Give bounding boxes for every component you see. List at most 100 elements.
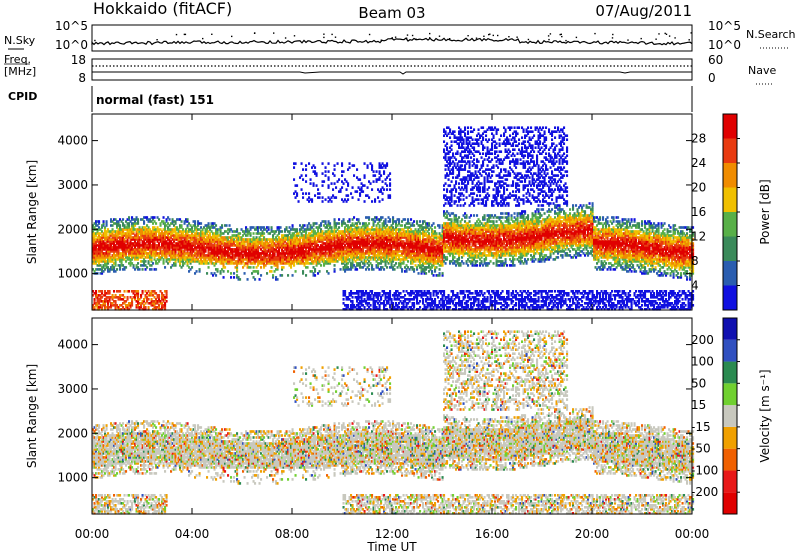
data-cell xyxy=(110,296,113,299)
data-cell xyxy=(158,238,161,241)
data-cell xyxy=(98,290,101,293)
data-cell xyxy=(113,250,116,253)
data-cell xyxy=(318,196,321,199)
data-cell xyxy=(161,256,164,259)
data-cell xyxy=(102,300,105,303)
data-cell xyxy=(134,240,137,243)
data-cell xyxy=(152,252,155,255)
data-cell xyxy=(149,268,152,271)
data-cell xyxy=(134,218,137,221)
data-cell xyxy=(96,268,99,271)
data-cell xyxy=(131,252,134,255)
data-cell xyxy=(105,306,108,309)
data-cell xyxy=(156,254,159,257)
data-cell xyxy=(107,268,110,271)
data-cell xyxy=(114,264,117,267)
data-cell xyxy=(119,246,122,249)
data-cell xyxy=(110,256,113,259)
data-cell xyxy=(321,184,324,187)
data-cell xyxy=(105,300,108,303)
data-cell xyxy=(113,242,116,245)
data-cell xyxy=(149,256,152,259)
data-cell xyxy=(113,254,116,257)
data-cell xyxy=(135,216,138,219)
data-cell xyxy=(131,290,134,293)
data-cell xyxy=(92,290,95,293)
data-cell xyxy=(146,246,149,249)
data-cell xyxy=(98,254,101,257)
data-cell xyxy=(404,218,407,221)
data-cell xyxy=(111,296,114,299)
data-cell xyxy=(123,308,126,311)
data-cell xyxy=(92,234,95,237)
data-cell xyxy=(102,240,105,243)
data-cell xyxy=(104,254,107,257)
data-cell xyxy=(327,184,330,187)
data-cell xyxy=(146,244,149,247)
data-cell xyxy=(131,254,134,257)
data-cell xyxy=(108,230,111,233)
data-cell xyxy=(129,296,132,299)
data-cell xyxy=(122,248,125,251)
data-cell xyxy=(143,254,146,257)
data-cell xyxy=(152,294,155,297)
data-cell xyxy=(108,258,111,261)
data-cell xyxy=(99,294,102,297)
data-cell xyxy=(114,304,117,307)
data-cell xyxy=(146,266,149,269)
data-cell xyxy=(128,290,131,293)
data-cell xyxy=(105,254,108,257)
data-cell xyxy=(140,260,143,263)
data-cell xyxy=(143,258,146,261)
data-cell xyxy=(116,304,119,307)
data-cell xyxy=(93,308,96,311)
data-cell xyxy=(345,188,348,191)
data-cell xyxy=(120,260,123,263)
data-cell xyxy=(99,304,102,307)
data-cell xyxy=(152,308,155,311)
data-cell xyxy=(150,256,153,259)
data-cell xyxy=(119,236,122,239)
data-cell xyxy=(150,250,153,253)
data-cell xyxy=(149,250,152,253)
data-cell xyxy=(120,258,123,261)
data-cell xyxy=(122,244,125,247)
data-cell xyxy=(99,300,102,303)
data-cell xyxy=(150,254,153,257)
data-cell xyxy=(381,192,384,195)
data-cell xyxy=(138,228,141,231)
data-cell xyxy=(128,252,131,255)
data-cell xyxy=(216,268,219,271)
data-cell xyxy=(138,298,141,301)
data-cell xyxy=(156,244,159,247)
data-cell xyxy=(359,178,362,181)
data-cell xyxy=(95,220,98,223)
nsearch-point xyxy=(380,39,382,41)
data-cell xyxy=(371,264,374,267)
data-cell xyxy=(99,244,102,247)
data-cell xyxy=(132,256,135,259)
data-cell xyxy=(128,218,131,221)
data-cell xyxy=(122,222,125,225)
data-cell xyxy=(92,256,95,259)
nsearch-point xyxy=(284,37,287,39)
data-cell xyxy=(135,248,138,251)
data-cell xyxy=(99,232,102,235)
data-cell xyxy=(341,162,344,165)
data-cell xyxy=(270,270,273,273)
data-cell xyxy=(125,254,128,257)
data-cell xyxy=(143,264,146,267)
data-cell xyxy=(95,244,98,247)
data-cell xyxy=(93,262,96,265)
data-cell xyxy=(135,306,138,309)
data-cell xyxy=(389,218,392,221)
data-cell xyxy=(149,244,152,247)
data-cell xyxy=(147,308,150,311)
data-cell xyxy=(368,222,371,225)
data-cell xyxy=(383,188,386,191)
data-cell xyxy=(303,224,306,227)
data-cell xyxy=(134,224,137,227)
data-cell xyxy=(152,248,155,251)
data-cell xyxy=(140,252,143,255)
data-cell xyxy=(149,218,152,221)
